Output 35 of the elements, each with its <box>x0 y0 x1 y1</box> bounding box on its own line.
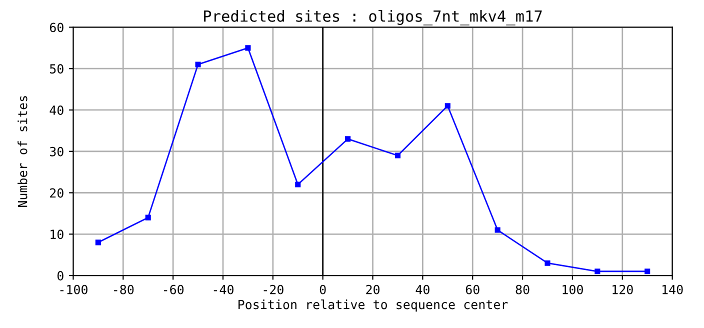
point <box>195 62 201 68</box>
x-tick-label: -20 <box>264 284 284 294</box>
x-tick-label: 80 <box>516 284 530 294</box>
point <box>644 268 650 274</box>
point <box>444 103 450 109</box>
x-tick-label: -60 <box>164 284 184 294</box>
y-tick-label: 60 <box>50 22 64 32</box>
point <box>594 268 600 274</box>
x-tick-label: -40 <box>214 284 234 294</box>
x-tick-label: 60 <box>466 284 480 294</box>
x-tick-label: 20 <box>366 284 380 294</box>
point <box>544 260 550 266</box>
point <box>494 227 500 233</box>
x-tick-label: 120 <box>612 284 633 294</box>
x-tick-label: 40 <box>416 284 430 294</box>
point <box>145 214 151 220</box>
point <box>394 152 401 158</box>
x-tick-label: -80 <box>114 284 134 294</box>
x-tick-label: 140 <box>662 284 683 294</box>
point <box>345 136 351 142</box>
chart-title: Predicted sites : oligos_7nt_mkv4_m17 <box>204 10 542 26</box>
y-tick-label: 50 <box>50 64 64 74</box>
y-tick-label: 40 <box>50 105 64 115</box>
x-tick-label: -100 <box>60 284 88 294</box>
y-tick-label: 30 <box>50 146 64 156</box>
point <box>95 240 101 246</box>
y-axis-title: Number of sites <box>18 96 28 207</box>
point <box>295 182 301 188</box>
x-tick-label: 100 <box>562 284 583 294</box>
point <box>245 45 251 51</box>
x-axis-title: Position relative to sequence center <box>238 299 508 312</box>
y-tick-label: 0 <box>57 271 64 280</box>
y-tick-label: 10 <box>50 230 64 240</box>
x-tick-label: 0 <box>320 284 326 294</box>
y-tick-label: 20 <box>50 188 64 198</box>
